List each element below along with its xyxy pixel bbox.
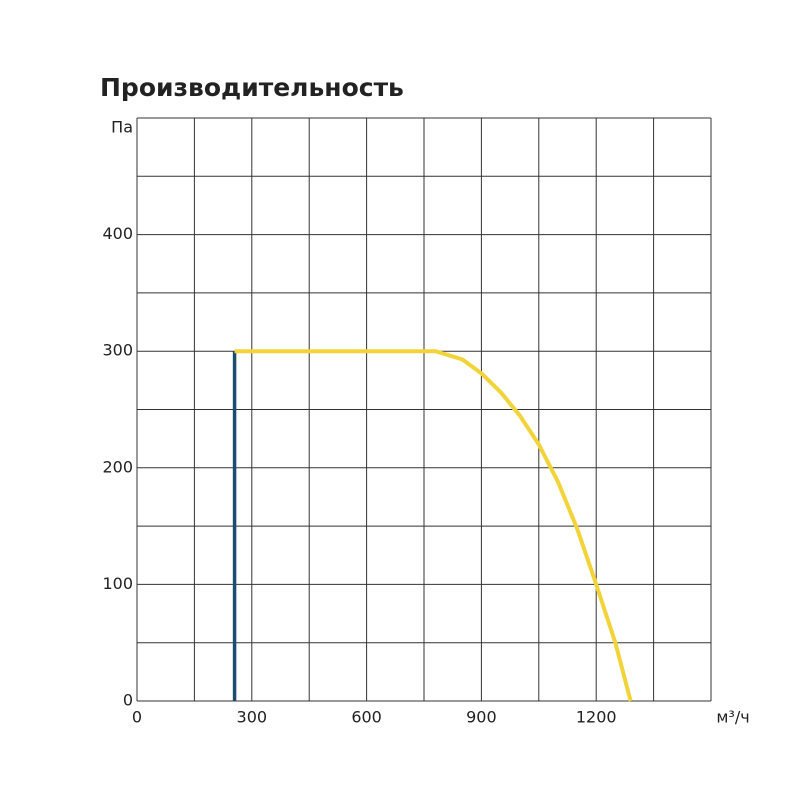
- y-tick-label: 300: [102, 341, 133, 360]
- x-tick-label: 1200: [576, 708, 617, 727]
- y-axis-label: Па: [111, 118, 133, 137]
- y-tick-label: 0: [123, 691, 133, 710]
- y-tick-label: 400: [102, 224, 133, 243]
- x-tick-label: 300: [237, 708, 268, 727]
- y-tick-label: 200: [102, 457, 133, 476]
- series-line: [234, 349, 633, 702]
- x-tick-label: 0: [132, 708, 142, 727]
- x-tick-label: 900: [466, 708, 497, 727]
- chart-title: Производительность: [100, 73, 404, 102]
- x-tick-label: 600: [351, 708, 382, 727]
- x-axis-label: м³/ч: [716, 708, 749, 727]
- y-tick-label: 100: [102, 574, 133, 593]
